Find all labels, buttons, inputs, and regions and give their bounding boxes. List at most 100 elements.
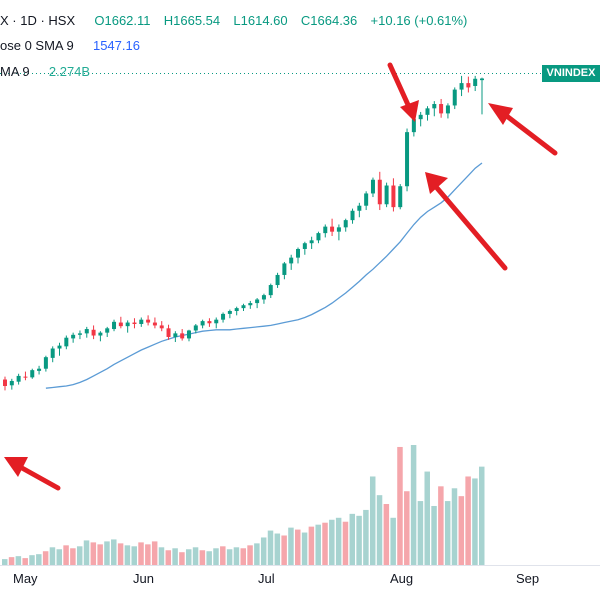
candle-body	[255, 299, 260, 304]
candle-body	[125, 322, 130, 327]
candle-body	[289, 257, 294, 264]
volume-bar	[131, 546, 137, 565]
volume-bar	[274, 533, 281, 565]
volume-bar	[465, 476, 471, 565]
volume-bar	[322, 522, 328, 565]
volume-bar	[329, 519, 335, 565]
volume-bar	[63, 545, 69, 565]
volume-bar	[158, 547, 165, 565]
candle-body	[330, 226, 335, 232]
candle-body	[445, 105, 450, 114]
volume-bar	[97, 544, 103, 565]
candle-body	[275, 274, 280, 286]
candle-body	[370, 179, 375, 194]
candle-body	[3, 379, 7, 387]
candle-body	[480, 78, 484, 81]
volume-bar	[220, 546, 226, 565]
volume-bar	[15, 556, 22, 565]
volume-bar	[349, 513, 356, 565]
candle-body	[357, 205, 362, 211]
volume-bar	[56, 549, 63, 565]
month-label-may: May	[13, 571, 38, 586]
volume-bar	[369, 476, 376, 565]
candle-body	[432, 104, 437, 109]
volume-bar	[472, 478, 478, 565]
volume-bar	[444, 501, 451, 565]
volume-bar	[308, 526, 315, 565]
candle-body	[466, 83, 471, 88]
candle-body	[9, 380, 14, 386]
volume-bar	[410, 445, 417, 565]
candle-body	[23, 376, 28, 378]
high-value: H1665.54	[163, 13, 221, 28]
candle-body	[30, 370, 35, 378]
volume-bar	[22, 558, 28, 565]
volume-bar	[295, 529, 301, 565]
volume-bar	[390, 517, 396, 565]
volume-bar	[206, 551, 212, 565]
candle-body	[309, 240, 314, 244]
symbol-label[interactable]: X · 1D · HSX	[0, 13, 76, 28]
volume-ma-legend[interactable]: MA 9 2.274B	[0, 63, 90, 81]
volume-bar	[281, 535, 287, 565]
sma-legend[interactable]: ose 0 SMA 9 1547.16	[0, 37, 140, 55]
candle-body	[227, 311, 232, 314]
arrow-annotation-4	[19, 465, 61, 491]
volume-bar	[335, 517, 342, 565]
candle-body	[411, 119, 416, 133]
candle-body	[186, 330, 191, 339]
volume-bar	[376, 495, 383, 565]
arrow-annotation-1	[387, 62, 412, 110]
candle-body	[398, 186, 403, 208]
candle-body	[71, 334, 76, 339]
candle-body	[118, 322, 123, 327]
volume-bar	[179, 552, 185, 565]
candle-body	[57, 345, 62, 349]
volume-bar	[288, 527, 294, 565]
candle-body	[268, 285, 273, 296]
candle-body	[316, 233, 321, 241]
sma-line	[45, 162, 483, 389]
candle-body	[105, 328, 110, 333]
candle-body	[200, 321, 205, 326]
month-label-jun: Jun	[133, 571, 154, 586]
candle-body	[459, 83, 464, 90]
volume-bar	[479, 466, 485, 565]
candle-body	[377, 179, 382, 205]
candle-body	[214, 319, 219, 324]
volume-bar	[29, 555, 35, 565]
candle-body	[98, 332, 103, 336]
ohlc-legend: X · 1D · HSX O1662.11 H1665.54 L1614.60 …	[0, 12, 467, 30]
candle-body	[350, 210, 355, 221]
candle-body	[296, 248, 301, 258]
volume-bar	[356, 515, 362, 565]
volume-bar	[192, 547, 199, 565]
volume-bar	[90, 542, 97, 565]
month-label-jul: Jul	[258, 571, 275, 586]
candle-body	[84, 329, 89, 334]
arrow-head-1	[400, 100, 419, 122]
symbol-price-tag: VNINDEX	[542, 65, 600, 82]
sma-value: 1547.16	[92, 38, 140, 53]
arrow-annotation-3	[434, 185, 508, 271]
volume-bar	[138, 542, 144, 565]
sma-label: ose 0 SMA 9	[0, 38, 74, 53]
candle-body	[37, 368, 42, 371]
volume-bar	[233, 547, 240, 565]
candle-body	[282, 263, 287, 275]
volume-bar	[431, 505, 437, 565]
candle-body	[173, 333, 178, 337]
volume-bar	[117, 543, 124, 565]
candle-body	[418, 114, 423, 120]
volume-bar	[260, 537, 267, 565]
volume-bar	[397, 446, 403, 565]
volume-bar	[213, 548, 219, 565]
candle-body	[159, 325, 164, 329]
volume-bar	[254, 543, 260, 565]
candle-body	[261, 295, 266, 300]
volume-bar	[383, 504, 390, 565]
volume-ma-value: 2.274B	[48, 64, 91, 79]
arrow-head-2	[488, 103, 513, 125]
volume-bar	[151, 541, 158, 565]
